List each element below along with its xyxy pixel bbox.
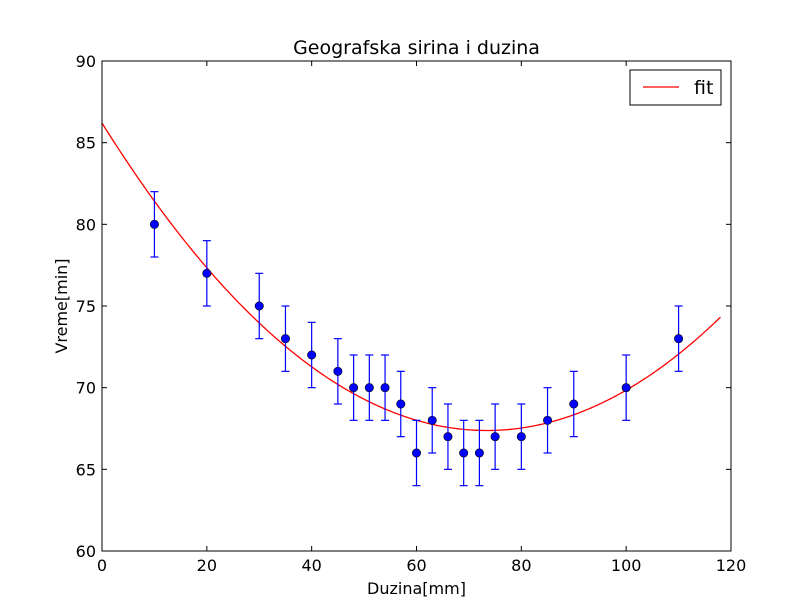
chart-title: Geografska sirina i duzina [293, 37, 540, 59]
data-point-group [516, 403, 526, 470]
data-point-group [490, 403, 500, 470]
data-point-group [459, 419, 469, 487]
data-point [516, 432, 526, 442]
data-point [490, 432, 500, 442]
y-tick-label: 75 [76, 297, 96, 316]
data-point [349, 383, 359, 393]
data-point [569, 399, 579, 409]
data-point [674, 334, 684, 344]
data-point [333, 366, 343, 376]
y-tick-label: 90 [76, 52, 96, 71]
data-point [364, 383, 374, 393]
data-point-group [396, 370, 406, 438]
data-point-group [427, 387, 437, 454]
data-point-group [674, 305, 684, 372]
x-tick-label: 20 [197, 556, 217, 575]
data-point [543, 415, 553, 425]
data-point-group [443, 403, 453, 470]
data-point [254, 301, 264, 311]
x-tick-label: 80 [511, 556, 531, 575]
data-point-group [569, 370, 579, 438]
data-point-group [543, 387, 553, 454]
data-point-group [411, 419, 421, 487]
x-axis-label: Duzina[mm] [367, 579, 466, 598]
data-point-group [621, 354, 631, 421]
data-point-group [254, 272, 264, 340]
axis-ticks: 0 20 40 60 80 100 120 60 65 70 75 80 85 90 [76, 52, 747, 575]
data-point [202, 268, 212, 278]
y-tick-label: 85 [76, 134, 96, 153]
x-tick-label: 60 [406, 556, 426, 575]
data-point [411, 448, 421, 458]
y-tick-label: 60 [76, 542, 96, 561]
y-tick-label: 80 [76, 215, 96, 234]
data-point-group [202, 240, 212, 307]
data-point-group [333, 338, 343, 405]
data-point-group [364, 354, 374, 421]
x-tick-label: 100 [611, 556, 642, 575]
data-point [459, 448, 469, 458]
x-tick-label: 40 [301, 556, 321, 575]
data-point [149, 219, 159, 229]
data-point-group [149, 191, 159, 258]
data-point [280, 334, 290, 344]
data-point-group [280, 305, 290, 372]
data-point [427, 415, 437, 425]
data-point-group [474, 419, 484, 487]
y-tick-label: 65 [76, 460, 96, 479]
data-point [396, 399, 406, 409]
x-tick-label: 0 [97, 556, 107, 575]
legend: fit [629, 69, 722, 106]
plot-area [101, 122, 721, 487]
data-point-group [349, 354, 359, 421]
data-point-group [380, 354, 390, 421]
data-point [443, 432, 453, 442]
legend-label-fit: fit [694, 77, 713, 99]
y-axis-label: Vreme[min] [52, 258, 71, 353]
data-point [474, 448, 484, 458]
data-point [380, 383, 390, 393]
data-point [307, 350, 317, 360]
data-point-group [307, 321, 317, 389]
data-point [621, 383, 631, 393]
fit-line [101, 122, 721, 432]
y-tick-label: 70 [76, 379, 96, 398]
x-tick-label: 120 [716, 556, 747, 575]
